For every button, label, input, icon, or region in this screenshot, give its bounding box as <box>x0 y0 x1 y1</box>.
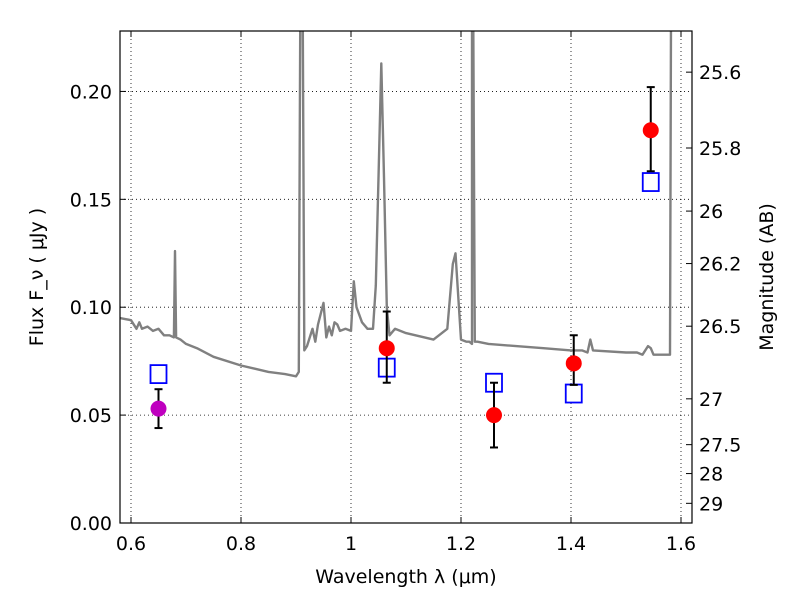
y-axis-label: Flux F_ν ( μJy ) <box>26 208 48 346</box>
observed-flux-point <box>642 122 659 139</box>
y2-tick-label: 25.8 <box>699 138 741 160</box>
x-tick-label: 0.6 <box>116 533 146 555</box>
model-flux-square <box>641 172 660 192</box>
plot-frame <box>119 30 693 524</box>
x-tick-label: 1 <box>345 533 357 555</box>
observed-flux-point <box>150 400 167 417</box>
y2-tick-label: 27.5 <box>699 435 741 457</box>
grid <box>120 31 692 524</box>
y2-tick-label: 25.6 <box>699 62 741 84</box>
y2-tick-label: 26.2 <box>699 254 741 276</box>
y2-tick-label: 29 <box>699 493 723 515</box>
observed-flux-point <box>486 407 502 424</box>
y-tick-label: 0.20 <box>70 81 112 103</box>
sed-model-line <box>120 31 673 378</box>
y2-axis-ticks: 25.6 25.8 26 26.2 26.5 27 27.5 28 29 <box>686 62 741 515</box>
x-tick-label: 1.2 <box>446 533 476 555</box>
model-flux-square <box>149 364 168 385</box>
x-axis-ticks: 0.6 0.8 1 1.2 1.4 1.6 <box>116 31 696 555</box>
x-tick-label: 1.4 <box>556 533 586 555</box>
y2-axis-label: Magnitude (AB) <box>756 203 778 351</box>
x-tick-label: 1.6 <box>666 533 696 555</box>
y2-tick-label: 28 <box>699 464 723 486</box>
x-tick-label: 0.8 <box>226 533 256 555</box>
y2-tick-label: 26 <box>699 201 723 223</box>
y2-tick-label: 27 <box>699 389 723 411</box>
sed-model-layer <box>120 31 673 378</box>
y2-tick-label: 26.5 <box>699 316 741 338</box>
observed-flux-point <box>378 340 395 357</box>
y-tick-label: 0.00 <box>70 513 112 535</box>
observed-flux-point <box>565 355 582 372</box>
model-flux-square <box>564 383 583 404</box>
y-tick-label: 0.10 <box>70 297 112 319</box>
x-axis-label: Wavelength λ (μm) <box>315 566 496 588</box>
y-tick-label: 0.15 <box>70 189 112 211</box>
photometry-layer <box>149 86 660 449</box>
y-tick-label: 0.05 <box>70 405 112 427</box>
y-axis-ticks: 0.00 0.05 0.10 0.15 0.20 <box>70 81 126 535</box>
